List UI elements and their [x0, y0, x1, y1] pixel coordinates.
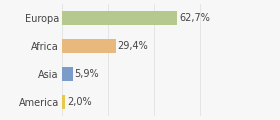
Bar	[62, 39, 116, 53]
Text: 29,4%: 29,4%	[117, 41, 148, 51]
Text: 2,0%: 2,0%	[67, 97, 91, 107]
Bar	[62, 67, 73, 81]
Bar	[62, 11, 178, 25]
Text: 5,9%: 5,9%	[74, 69, 99, 79]
Bar	[62, 95, 65, 109]
Text: 62,7%: 62,7%	[179, 13, 210, 23]
